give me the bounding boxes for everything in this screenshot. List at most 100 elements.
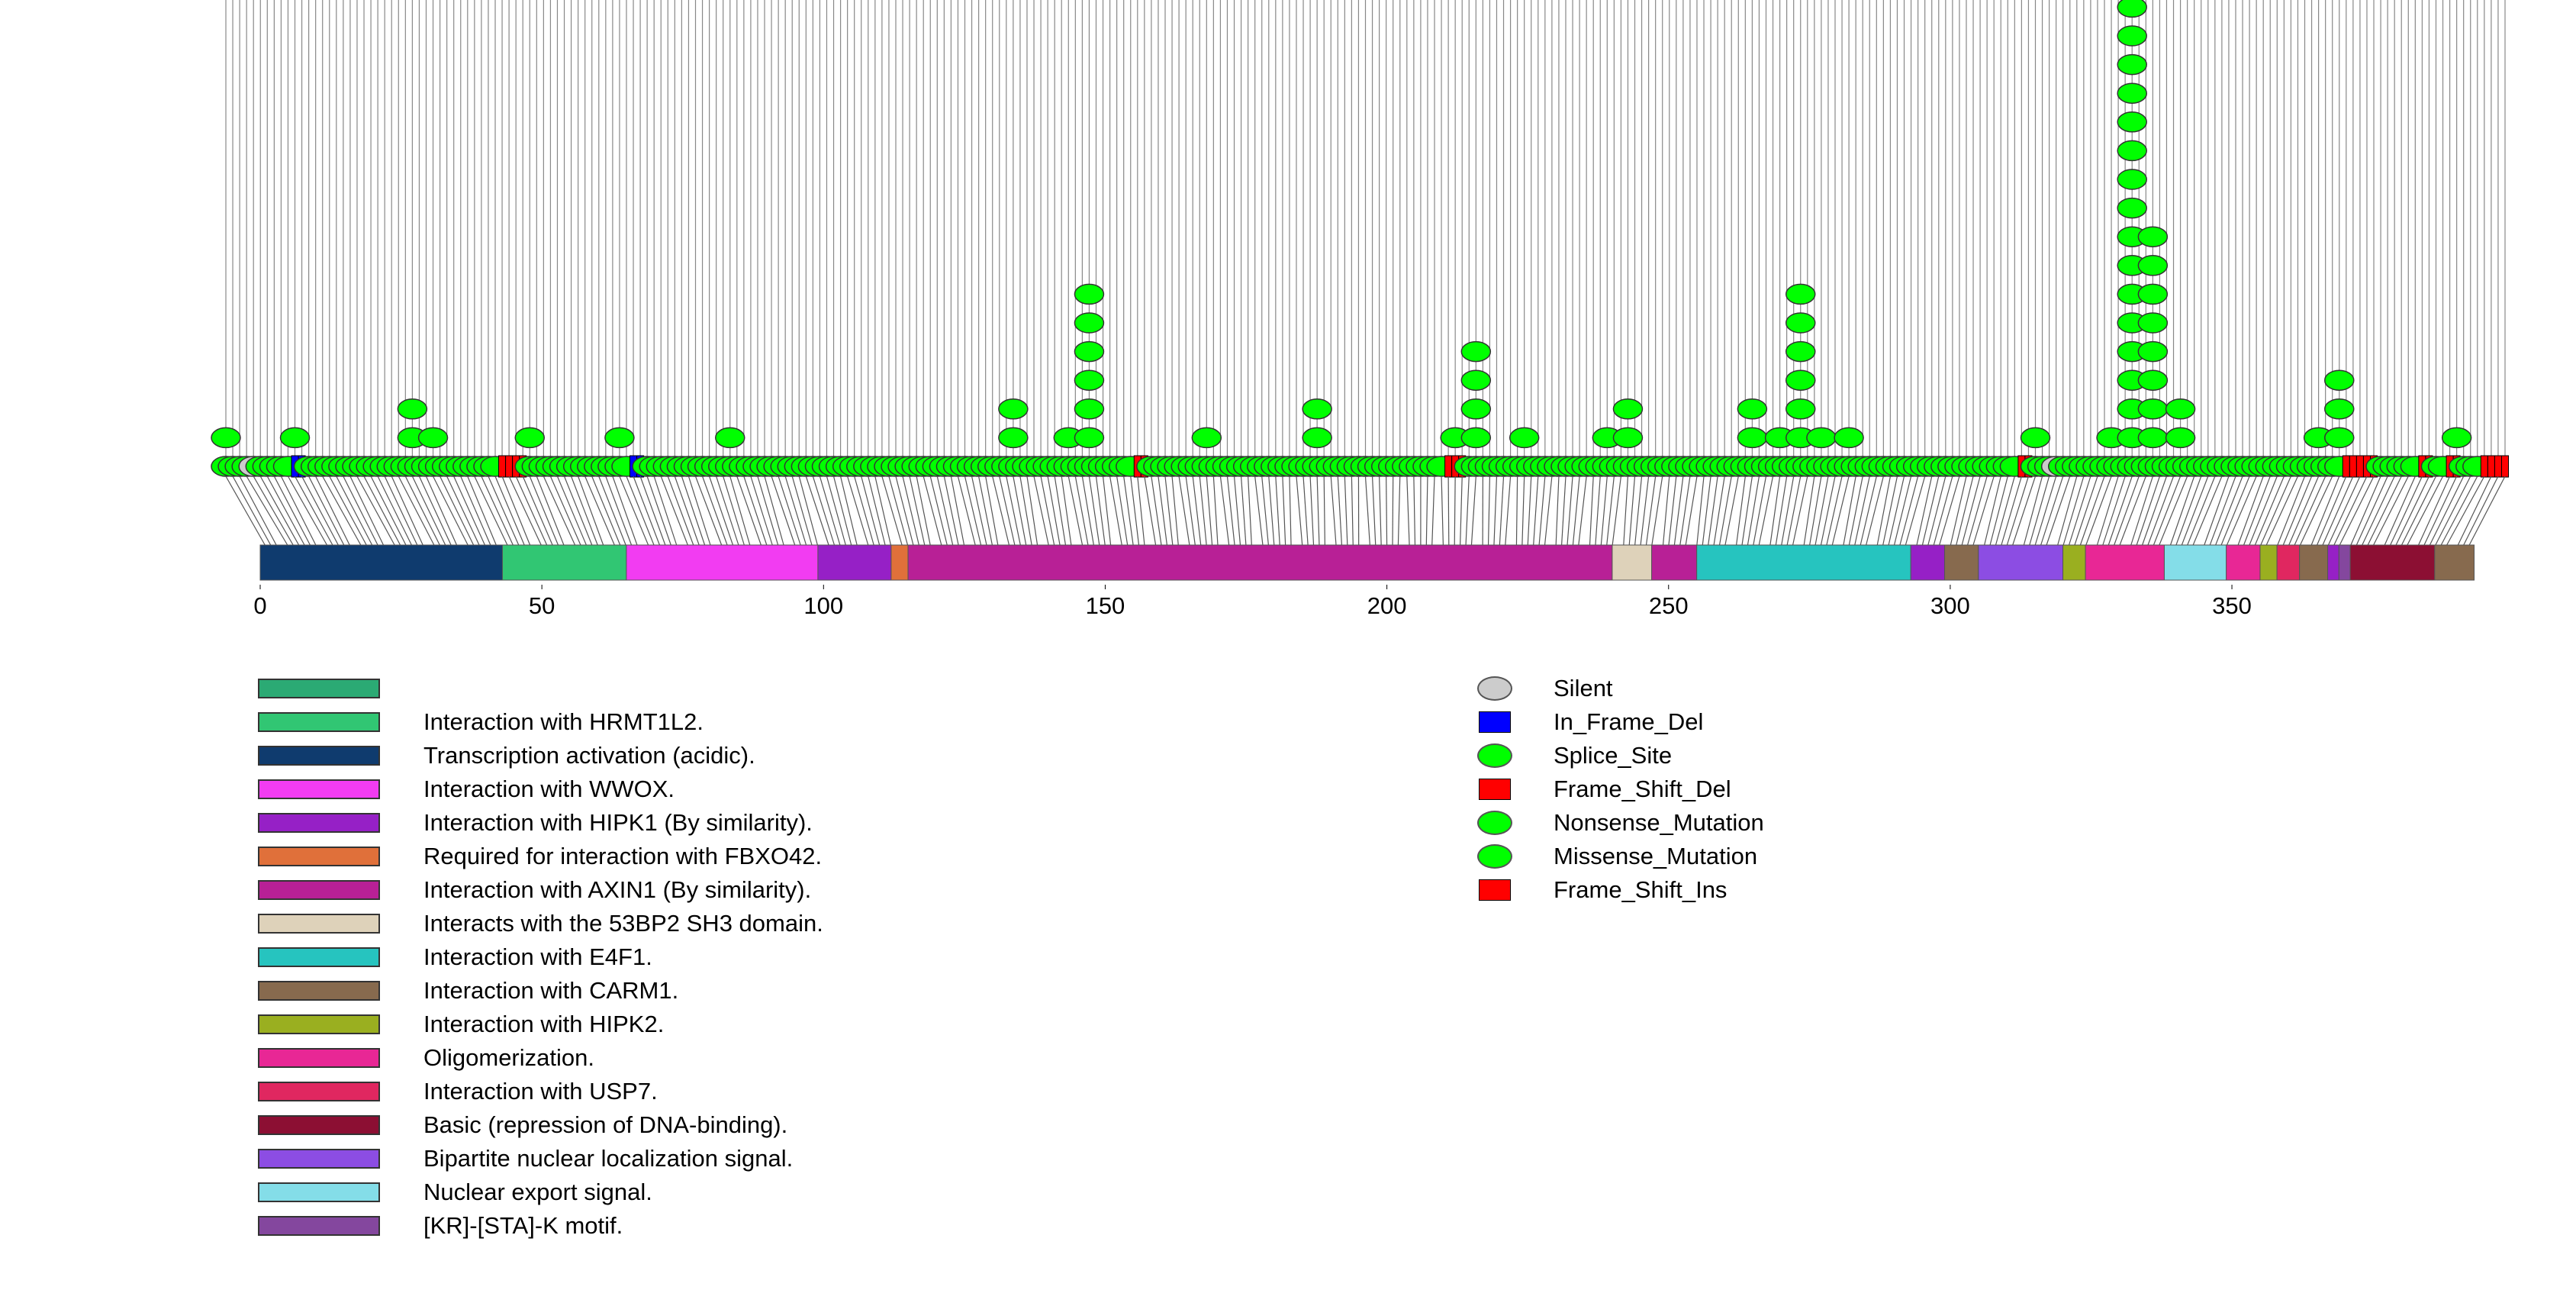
domain-legend-swatch xyxy=(258,1082,380,1101)
domain-legend-swatch xyxy=(258,712,380,732)
connector-line xyxy=(2203,476,2230,547)
connector-line xyxy=(2355,476,2388,547)
connector-line xyxy=(1364,476,1371,547)
mutation-marker xyxy=(2324,398,2355,420)
connector-line xyxy=(1302,476,1309,547)
connector-line xyxy=(1724,476,1739,547)
frame-shift-marker xyxy=(2349,455,2357,478)
connector-line xyxy=(1651,476,1663,547)
connector-line xyxy=(1379,476,1382,547)
connector-line xyxy=(1441,476,1444,547)
connector-line xyxy=(2394,476,2429,547)
connector-line xyxy=(1499,476,1505,547)
domain-legend-label: Interaction with AXIN1 (By similarity). xyxy=(423,876,812,903)
connector-line xyxy=(1685,476,1698,547)
connector-line xyxy=(626,476,655,547)
mutation-marker xyxy=(1074,283,1105,305)
connector-line xyxy=(404,476,441,547)
mutation-legend-label: Missense_Mutation xyxy=(1554,843,1758,869)
connector-line xyxy=(2310,476,2340,547)
domain-legend-label: Interaction with USP7. xyxy=(423,1078,658,1105)
connector-line xyxy=(2113,476,2140,547)
connector-line xyxy=(874,476,892,547)
domain-legend-label: Required for interaction with FBXO42. xyxy=(423,843,823,869)
connector-line xyxy=(543,476,576,547)
connector-line xyxy=(2389,476,2423,547)
connector-line xyxy=(1406,476,1410,547)
connector-line xyxy=(1702,476,1711,547)
mutation-marker xyxy=(1460,340,1492,363)
connector-line xyxy=(1254,476,1264,547)
mutation-marker xyxy=(2117,197,2147,219)
connector-line xyxy=(1431,476,1435,547)
mutation-marker xyxy=(1737,427,1768,449)
connector-line xyxy=(1634,476,1643,547)
mutation-marker xyxy=(1460,427,1492,449)
mutation-marker xyxy=(2137,312,2169,334)
connector-line xyxy=(2236,476,2264,547)
domain-legend: Interaction with HRMT1L2. Transcription a… xyxy=(258,673,1021,1253)
connector-line xyxy=(2220,476,2250,547)
connector-line xyxy=(832,476,852,547)
connector-line xyxy=(1095,476,1106,547)
mutation-marker xyxy=(514,427,546,449)
connector-line xyxy=(1780,476,1795,547)
connector-line xyxy=(1961,476,1981,547)
connector-line xyxy=(936,476,954,547)
connector-line xyxy=(2191,476,2223,547)
connector-line xyxy=(1081,476,1095,547)
connector-line xyxy=(2141,476,2168,547)
connector-line xyxy=(1572,476,1580,547)
mutation-marker xyxy=(1612,398,1644,420)
connector-line xyxy=(2158,476,2188,547)
mutation-marker xyxy=(2117,0,2147,18)
domain-segment xyxy=(2062,544,2086,581)
connector-line xyxy=(771,476,796,547)
connector-line xyxy=(1853,476,1870,547)
connector-line xyxy=(854,476,875,547)
domain-legend-label: Oligomerization. xyxy=(423,1044,594,1071)
connector-line xyxy=(446,476,481,547)
connector-line xyxy=(1668,476,1677,547)
connector-line xyxy=(1413,476,1416,547)
connector-line xyxy=(440,476,475,547)
domain-segment xyxy=(2338,544,2351,581)
connector-line xyxy=(522,476,554,547)
connector-line xyxy=(2338,476,2375,547)
connector-line xyxy=(2135,476,2160,547)
connector-line xyxy=(1628,476,1636,547)
domain-legend-swatch xyxy=(258,1182,380,1202)
connector-line xyxy=(1206,476,1213,547)
connector-line xyxy=(294,476,334,547)
connector-line xyxy=(687,476,712,547)
connector-line xyxy=(501,476,531,547)
connector-line xyxy=(377,476,413,547)
connector-line xyxy=(2000,476,2022,547)
connector-line xyxy=(1212,476,1219,547)
connector-line xyxy=(778,476,802,547)
connector-line xyxy=(895,476,915,547)
mutation-marker xyxy=(1834,427,1864,449)
connector-line xyxy=(784,476,807,547)
mutation-marker xyxy=(1509,427,1540,449)
mutation-marker xyxy=(1191,427,1222,449)
connector-line xyxy=(2186,476,2216,547)
connector-line xyxy=(336,476,374,547)
connector-line xyxy=(1470,476,1476,547)
mutation-legend-swatch xyxy=(1479,711,1511,733)
mutation-legend: Silent In_Frame_Del Splice_Site Frame_Shift… xyxy=(1477,673,1935,918)
domain-legend-swatch xyxy=(258,1048,380,1068)
connector-line xyxy=(1102,476,1112,547)
connector-line xyxy=(1938,476,1960,547)
connector-line xyxy=(1696,476,1705,547)
connector-line xyxy=(1240,476,1247,547)
connector-line xyxy=(1386,476,1388,547)
connector-line xyxy=(1130,476,1140,547)
connector-line xyxy=(536,476,565,547)
mutation-marker xyxy=(604,427,635,449)
connector-line xyxy=(1966,476,1988,547)
connector-line xyxy=(1612,476,1622,547)
connector-line xyxy=(701,476,729,547)
domain-legend-label: Interaction with HIPK1 (By similarity). xyxy=(423,809,813,836)
connector-line xyxy=(923,476,942,547)
